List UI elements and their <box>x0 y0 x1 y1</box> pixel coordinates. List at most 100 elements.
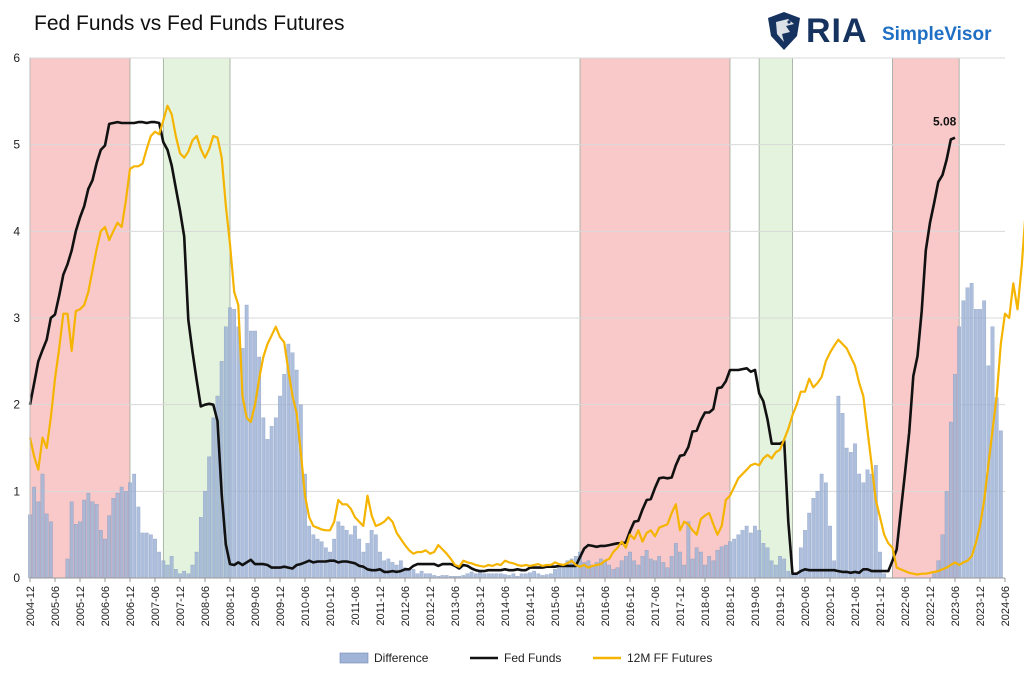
difference-bar <box>736 534 741 579</box>
difference-bar <box>644 550 649 579</box>
difference-bar <box>669 556 674 579</box>
difference-bar <box>740 530 745 579</box>
difference-bar <box>98 530 103 579</box>
end-labels: 5.084.79 <box>933 115 957 129</box>
difference-bar <box>648 558 653 579</box>
end-label-fed-funds: 5.08 <box>933 115 957 129</box>
difference-bar <box>269 426 274 579</box>
difference-bar <box>169 556 174 579</box>
difference-bar <box>707 556 712 579</box>
x-tick-label: 2013-12 <box>475 586 487 626</box>
difference-bar <box>853 443 857 579</box>
difference-bar <box>140 532 145 579</box>
difference-bar <box>332 538 337 579</box>
difference-bar <box>136 506 141 579</box>
difference-bar <box>148 534 153 579</box>
legend-item: Difference <box>339 651 429 665</box>
axes: 0 1 2 3 4 5 6 2004-12 2005-06 2005-12 2006-06 2006-… <box>13 51 1012 626</box>
x-tick-label: 2018-12 <box>725 586 737 626</box>
legend-label: Fed Funds <box>504 651 561 665</box>
difference-bar <box>178 573 182 579</box>
difference-bar <box>844 447 849 579</box>
x-tick-label: 2022-06 <box>900 586 912 626</box>
y-tick-label: 5 <box>13 138 20 152</box>
x-tick-label: 2009-06 <box>250 586 262 626</box>
difference-bar <box>769 560 774 579</box>
x-tick-label: 2006-06 <box>100 586 112 626</box>
difference-bar <box>948 421 953 579</box>
x-tick-label: 2009-12 <box>275 586 287 626</box>
difference-bar <box>165 564 170 579</box>
difference-bar <box>969 283 974 579</box>
difference-bar <box>632 560 637 579</box>
x-tick-label: 2015-12 <box>575 586 587 626</box>
difference-bar <box>32 486 37 579</box>
difference-bar <box>532 570 537 579</box>
difference-bar <box>523 573 528 579</box>
difference-bar <box>807 512 812 579</box>
difference-bar <box>357 538 362 579</box>
x-tick-label: 2019-12 <box>775 586 787 626</box>
difference-bar <box>619 560 624 579</box>
series-line-12m-ff-futures <box>28 104 1024 576</box>
difference-bar <box>882 573 887 579</box>
difference-bar <box>703 564 707 579</box>
difference-bar <box>486 573 491 579</box>
x-tick-label: 2008-06 <box>200 586 212 626</box>
difference-bar <box>786 570 791 579</box>
x-tick-label: 2012-12 <box>425 586 437 626</box>
difference-bar <box>544 574 549 579</box>
difference-bar <box>782 558 787 579</box>
difference-bar <box>753 525 757 579</box>
difference-bar <box>261 417 266 579</box>
difference-bar <box>248 330 253 579</box>
x-tick-label: 2016-06 <box>600 586 612 626</box>
difference-bar <box>228 307 232 579</box>
x-tick-label: 2007-12 <box>175 586 187 626</box>
difference-bar <box>519 573 524 579</box>
difference-bar <box>765 547 770 579</box>
difference-bar <box>978 309 982 579</box>
difference-bar <box>498 573 503 579</box>
difference-bar <box>244 304 249 579</box>
difference-bar <box>157 551 162 579</box>
difference-bar <box>353 525 357 579</box>
difference-bar <box>473 573 478 579</box>
x-tick-label: 2021-06 <box>850 586 862 626</box>
difference-bar <box>344 530 349 579</box>
difference-bar <box>336 521 341 579</box>
legend-label: Difference <box>374 651 429 665</box>
legend: Difference Fed Funds 12M FF Futures <box>339 651 712 665</box>
difference-bar <box>411 569 416 579</box>
x-tick-label: 2021-12 <box>875 586 887 626</box>
x-tick-label: 2014-12 <box>525 586 537 626</box>
difference-bar <box>144 532 149 579</box>
difference-bar <box>990 326 995 579</box>
x-tick-label: 2007-06 <box>150 586 162 626</box>
difference-bar <box>365 543 370 579</box>
difference-bar <box>623 556 628 579</box>
difference-bar <box>748 532 753 579</box>
difference-bar <box>823 482 828 579</box>
difference-bar <box>682 564 687 579</box>
difference-bar <box>48 521 53 579</box>
logo-product: SimpleVisor <box>882 24 992 45</box>
x-tick-label: 2023-06 <box>950 586 962 626</box>
x-tick-label: 2017-12 <box>675 586 687 626</box>
y-tick-label: 6 <box>13 51 20 65</box>
difference-bar <box>115 492 120 579</box>
y-tick-label: 3 <box>13 311 20 325</box>
difference-bar <box>965 287 970 579</box>
difference-bar <box>798 547 803 579</box>
difference-bar <box>611 569 616 579</box>
difference-bar <box>419 570 424 579</box>
difference-bar <box>69 501 74 579</box>
difference-bar <box>548 573 553 579</box>
difference-bar <box>294 369 299 579</box>
difference-bar <box>665 567 670 579</box>
difference-bar <box>82 499 87 579</box>
difference-bar <box>640 556 645 579</box>
difference-bar <box>482 573 487 579</box>
difference-bar <box>494 573 499 579</box>
